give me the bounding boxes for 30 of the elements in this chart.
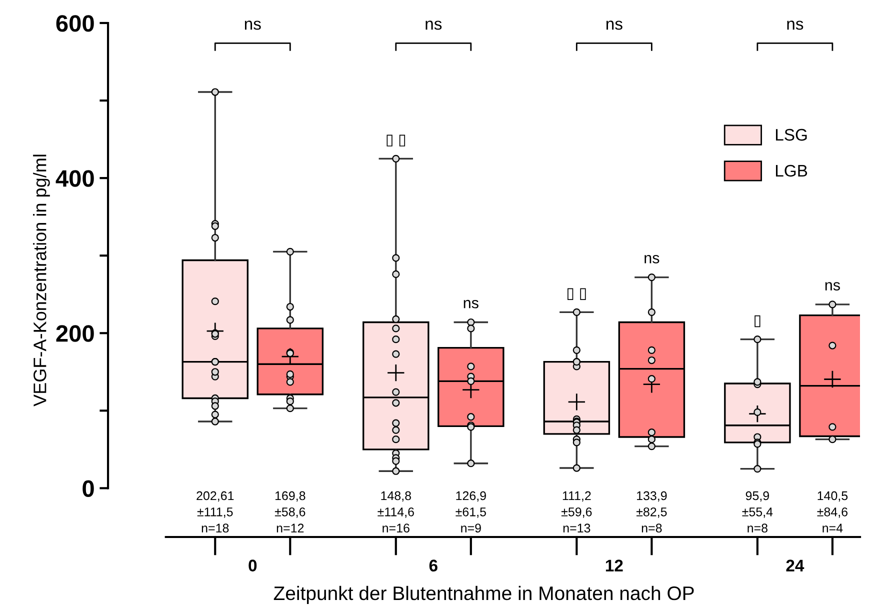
annotation: ▯ ▯ [568, 288, 586, 300]
annotation: ns [825, 282, 840, 290]
text: 148,8 ±114,6 n=16 [378, 491, 414, 533]
text: 95,9 ±55,4 n=8 [742, 491, 773, 533]
y-tick-label: 600 [56, 15, 94, 32]
annotation: ns [244, 20, 261, 30]
y-tick-label: 200 [56, 325, 94, 342]
annotation: ns [464, 300, 478, 308]
legend-label: LSG [776, 128, 807, 141]
text: 133,9 ±82,5 n=8 [636, 491, 667, 533]
text: 202,61 ±111,5 n=18 [196, 491, 234, 533]
text: 169,8 ±58,6 n=12 [274, 491, 306, 532]
x-tick-label: 6 [429, 560, 438, 572]
x-tick-label: 0 [248, 560, 257, 572]
y-tick-label: 400 [56, 170, 94, 187]
x-tick-label: 24 [786, 560, 804, 572]
annotation: ns [606, 20, 622, 30]
annotation: ▯ ▯ [386, 134, 406, 146]
annotation: ns [644, 254, 660, 264]
text: 126,9 ±61,5 n=9 [456, 491, 486, 533]
legend-label: LGB [776, 164, 808, 177]
text: 140,5 ±84,6 n=4 [817, 491, 848, 532]
text: 111,2 ±59,6 n=13 [561, 491, 592, 533]
annotation: ns [426, 20, 442, 30]
annotation: ns [787, 20, 804, 30]
y-tick-label: 0 [82, 480, 94, 497]
x-tick-label: 12 [606, 560, 623, 572]
annotation: ▯ [754, 315, 760, 328]
y-axis-title: VEGF-A-Konzentration in pg/ml [33, 154, 50, 406]
x-axis-title: Zeitpunkt der Blutentnahme in Monaten nach OP [274, 586, 694, 604]
